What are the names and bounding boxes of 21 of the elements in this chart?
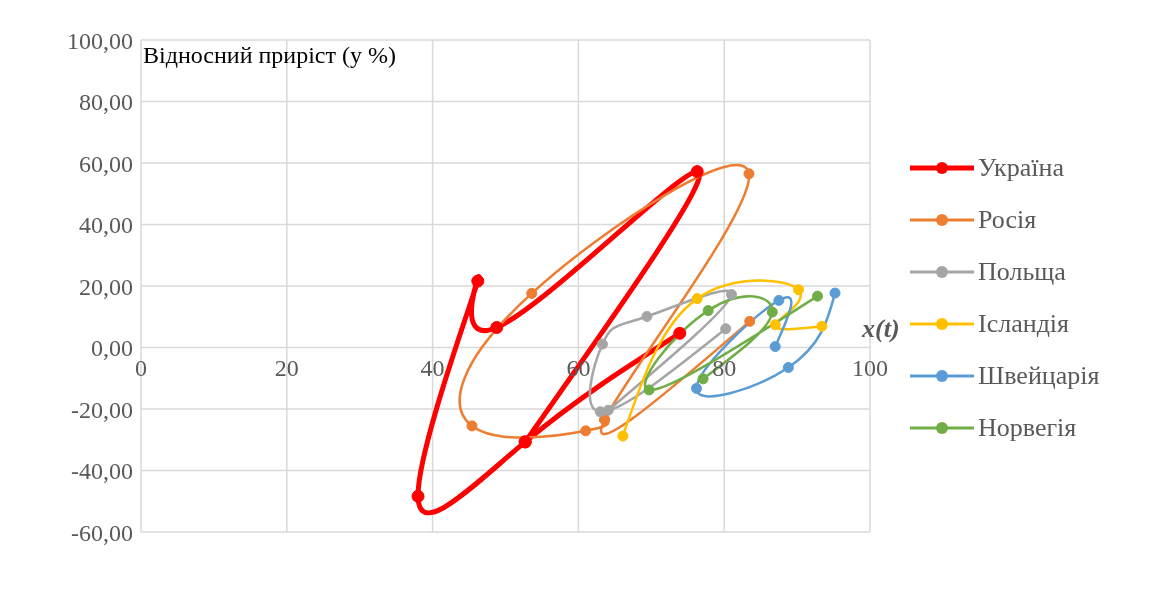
legend-label: Україна bbox=[978, 153, 1064, 183]
x-tick-label: 0 bbox=[135, 354, 147, 381]
legend-label: Ісландія bbox=[978, 309, 1070, 339]
y-tick-label: -20,00 bbox=[71, 396, 133, 423]
x-tick-label: 40 bbox=[420, 354, 445, 381]
x-tick-label: 20 bbox=[274, 354, 299, 381]
x-tick-label: 100 bbox=[852, 354, 888, 381]
y-tick-label: 40,00 bbox=[79, 212, 133, 239]
y-tick-label: -60,00 bbox=[71, 519, 133, 546]
y-tick-label: 0,00 bbox=[91, 335, 133, 362]
y-tick-label: 20,00 bbox=[79, 273, 133, 300]
y-tick-label: 60,00 bbox=[79, 150, 133, 177]
legend-label: Норвегія bbox=[978, 413, 1077, 443]
legend-label: Польща bbox=[978, 257, 1066, 287]
y-tick-label: 80,00 bbox=[79, 89, 133, 116]
y-axis-title: Відносний приріст (у %) bbox=[143, 42, 396, 69]
legend-label: Росія bbox=[978, 205, 1037, 235]
y-tick-label: -40,00 bbox=[71, 458, 133, 485]
y-tick-label: 100,00 bbox=[67, 27, 133, 54]
legend-label: Швейцарія bbox=[978, 361, 1100, 391]
x-axis-title: x(t) bbox=[862, 313, 900, 344]
